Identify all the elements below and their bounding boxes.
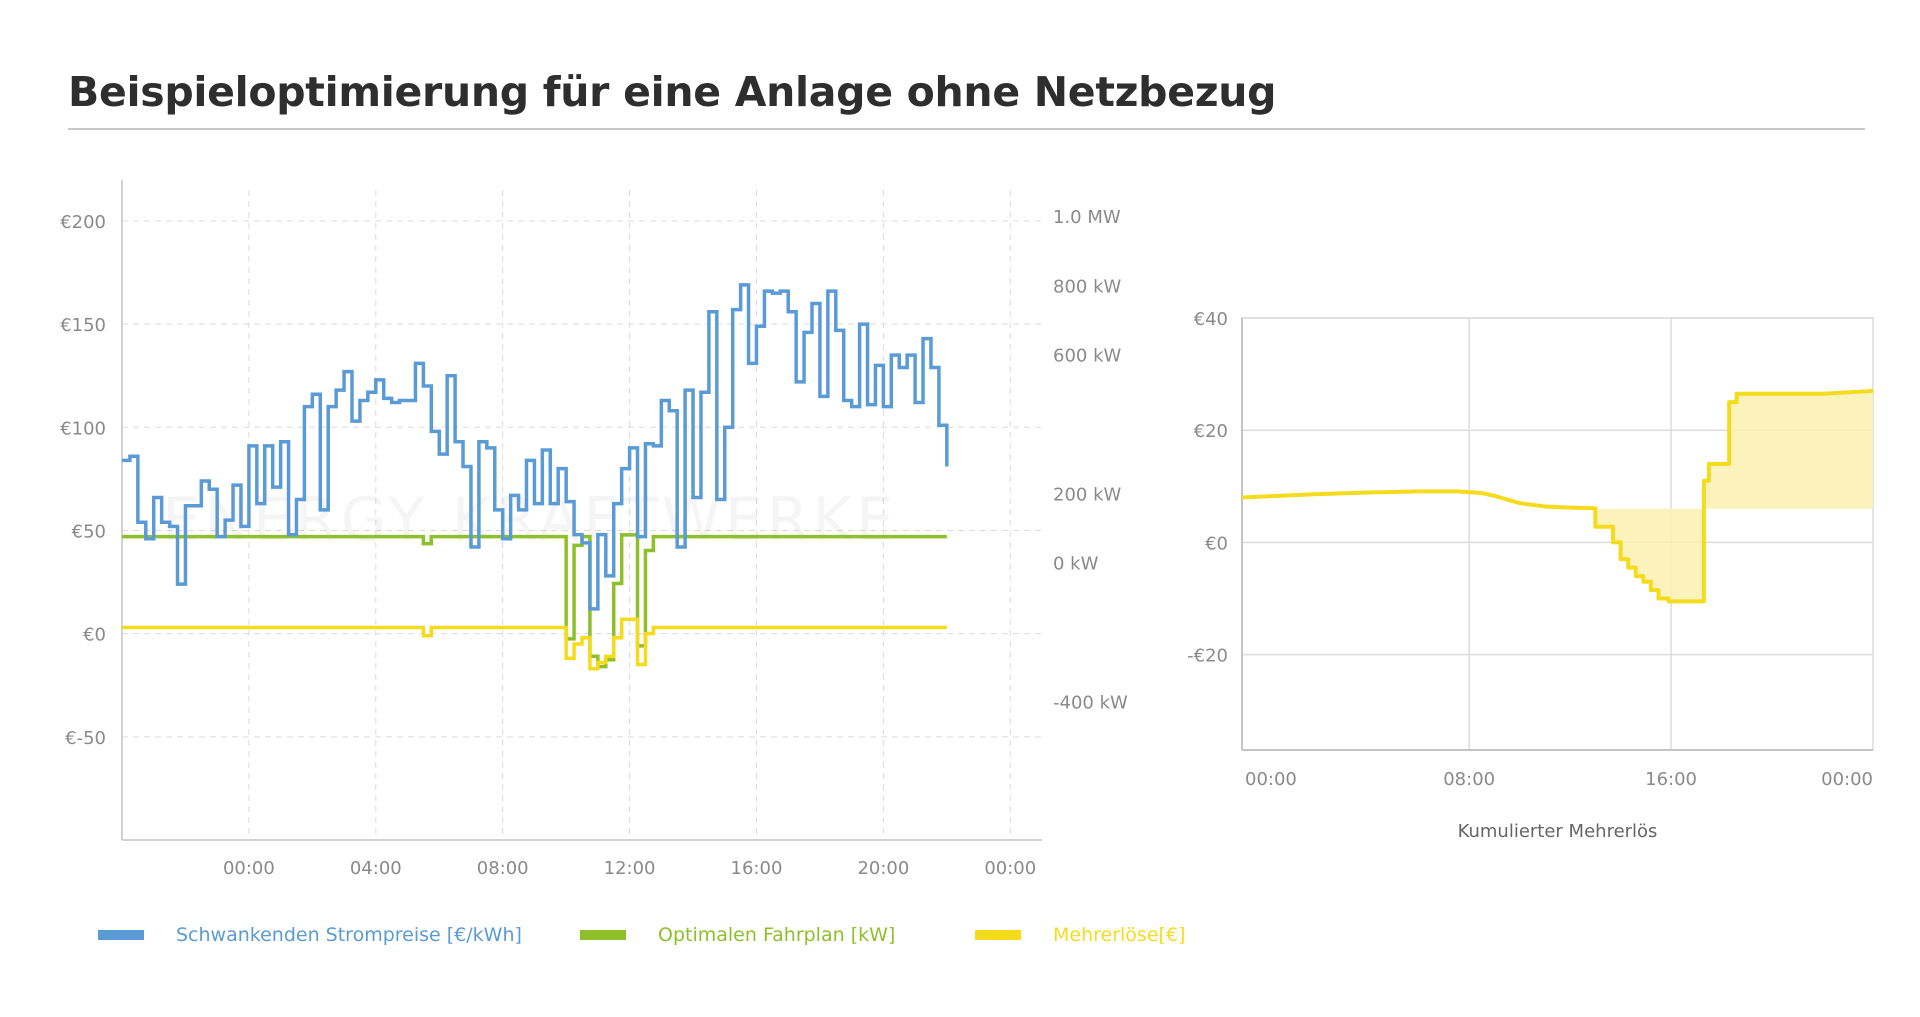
x-tick-label: 08:00 [477,858,529,879]
page-title: Beispieloptimierung für eine Anlage ohne… [68,68,1277,116]
legend-item-schedule[interactable]: Optimalen Fahrplan [kW] [580,920,895,950]
y-tick-label-right: 800 kW [1053,276,1122,297]
y-tick-label-left: €-50 [65,728,106,749]
price-schedule-chart: €200 €150 €100 €50 €0 €-50 00:00 04:00 08:00 12:0… [60,180,1128,879]
revenue-series-line [122,617,947,671]
y-tick-label-left: €150 [60,315,106,336]
revenue-area-fill [1595,390,1873,602]
y-tick-label-right: 1.0 MW [1053,207,1121,228]
legend-label-revenue: Mehrerlöse[€] [1053,924,1186,946]
y-tick-label-right: -400 kW [1053,692,1128,713]
y-tick-label-left: €0 [83,625,106,646]
y-tick-label-right: 600 kW [1053,346,1122,367]
chart-title: Kumulierter Mehrerlös [1458,821,1658,842]
x-tick-label: 00:00 [223,858,275,879]
y-tick-label-left: €100 [60,418,106,439]
x-tick-label: 04:00 [350,858,402,879]
x-tick-label: 12:00 [604,858,656,879]
plot-frame [1241,317,1874,751]
x-tick-label: 00:00 [1245,769,1297,790]
y-tick-label-right: 200 kW [1053,484,1122,505]
cumulative-revenue-chart: €40 €20 €0 -€20 00:00 08:00 16:00 00:00 Kumulier… [1187,309,1874,842]
title-underline [68,128,1865,130]
x-tick-label: 16:00 [1645,769,1697,790]
x-tick-label: 20:00 [857,858,909,879]
price-series-line [122,283,949,611]
cumulative-revenue-line [1241,388,1874,604]
x-tick-label: 16:00 [731,858,783,879]
x-tick-label: 00:00 [1821,769,1873,790]
y-tick-label: €20 [1194,421,1228,442]
legend-swatch-schedule [580,930,626,940]
y-tick-label-left: €200 [60,212,106,233]
legend-swatch-revenue [975,930,1021,940]
y-tick-label: -€20 [1187,646,1228,667]
y-tick-label: €0 [1205,533,1228,554]
schedule-series-line [122,533,947,669]
y-tick-label-right: 0 kW [1053,554,1099,575]
legend-swatch-price [98,930,144,940]
legend-item-price[interactable]: Schwankenden Strompreise [€/kWh] [98,920,522,950]
y-tick-label: €40 [1194,309,1228,330]
x-tick-label: 08:00 [1443,769,1495,790]
x-tick-label: 00:00 [984,858,1036,879]
legend-label-price: Schwankenden Strompreise [€/kWh] [176,924,522,946]
y-tick-label-left: €50 [72,521,106,542]
legend-item-revenue[interactable]: Mehrerlöse[€] [975,920,1185,950]
watermark-text: ENERGY KRAFTWERKE [162,485,898,555]
legend-label-schedule: Optimalen Fahrplan [kW] [658,924,896,946]
